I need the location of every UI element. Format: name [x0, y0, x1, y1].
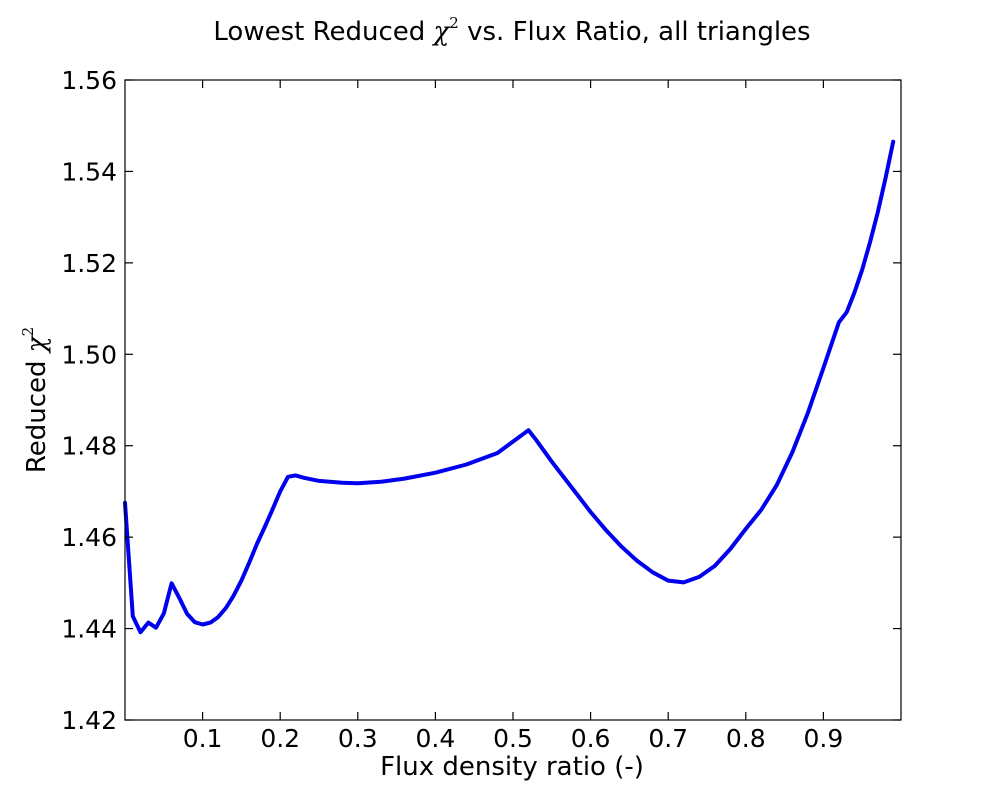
y-tick-label: 1.56	[61, 66, 117, 95]
x-axis-ticks: 0.1 0.2 0.3 0.4 0.5 0.6 0.7 0.8 0.9	[183, 80, 844, 753]
x-tick-label: 0.7	[648, 724, 688, 753]
chart-title-post: vs. Flux Ratio, all triangles	[459, 17, 811, 47]
y-tick-label: 1.52	[61, 249, 117, 278]
y-tick-label: 1.46	[61, 523, 117, 552]
chart-title-superscript: 2	[449, 14, 459, 32]
x-tick-label: 0.3	[338, 724, 378, 753]
y-tick-label: 1.50	[61, 340, 117, 369]
plot-area: 0.1 0.2 0.3 0.4 0.5 0.6 0.7 0.8 0.9 1.42 1.44 1.46…	[61, 66, 902, 753]
y-axis-label-superscript: 2	[19, 327, 37, 337]
x-tick-label: 0.8	[726, 724, 766, 753]
y-axis-label-pre: Reduced	[22, 352, 52, 473]
x-tick-label: 0.1	[183, 724, 223, 753]
x-axis-label: Flux density ratio (-)	[380, 752, 644, 782]
x-tick-label: 0.4	[416, 724, 456, 753]
axes-frame	[124, 79, 902, 721]
chart-title: Lowest Reduced χ2 vs. Flux Ratio, all tr…	[213, 14, 810, 47]
x-tick-label: 0.9	[804, 724, 844, 753]
x-tick-label: 0.6	[571, 724, 611, 753]
chart-title-pre: Lowest Reduced	[213, 17, 433, 47]
y-tick-label: 1.42	[61, 706, 117, 735]
y-axis-label-chi-symbol: χ	[22, 334, 52, 354]
y-tick-label: 1.54	[61, 157, 117, 186]
y-axis-ticks: 1.42 1.44 1.46 1.48 1.50 1.52 1.54 1.56	[61, 66, 901, 735]
chart-title-chi-symbol: χ	[432, 17, 452, 47]
y-tick-label: 1.48	[61, 432, 117, 461]
y-axis-label: Reduced χ2	[19, 327, 52, 473]
x-tick-label: 0.5	[493, 724, 533, 753]
series-line	[123, 139, 896, 635]
y-tick-label: 1.44	[61, 615, 117, 644]
x-tick-label: 0.2	[260, 724, 300, 753]
